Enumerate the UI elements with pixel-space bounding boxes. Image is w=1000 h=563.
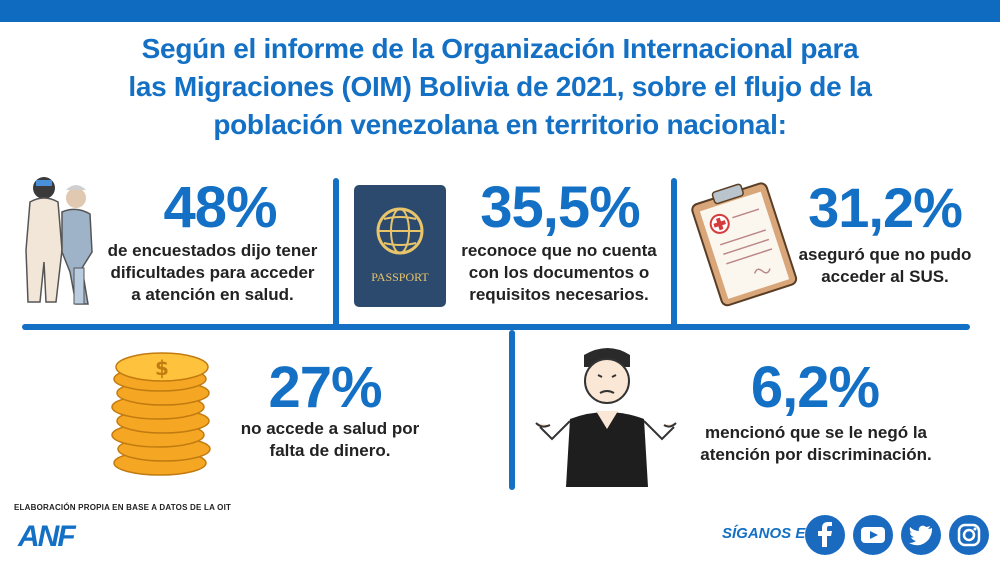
- stat-value: 48%: [163, 175, 277, 240]
- stat-description-line: mencionó que se le negó la: [705, 423, 927, 442]
- top-bar: [0, 0, 1000, 22]
- stat-description-line: atención por discriminación.: [700, 445, 932, 464]
- stat-description-line: dificultades para acceder: [110, 263, 315, 282]
- title-line: las Migraciones (OIM) Bolivia de 2021, s…: [128, 71, 872, 102]
- stat-description-line: acceder al SUS.: [821, 267, 949, 286]
- stat-description-line: requisitos necesarios.: [469, 285, 649, 304]
- youtube-icon[interactable]: [853, 515, 893, 555]
- stat-description: reconoce que no cuenta con los documento…: [450, 240, 668, 306]
- page-title: Según el informe de la Organización Inte…: [60, 30, 940, 144]
- stat-description-line: a atención en salud.: [131, 285, 294, 304]
- stat-description: mencionó que se le negó la atención por …: [686, 422, 946, 466]
- passport-label: PASSPORT: [371, 270, 429, 284]
- stat-description-line: no accede a salud por: [240, 419, 420, 438]
- facebook-icon[interactable]: [805, 515, 845, 555]
- medical-clipboard-icon: [685, 180, 800, 308]
- stat-description: no accede a salud por falta de dinero.: [230, 418, 430, 462]
- stat-value: 27%: [268, 355, 382, 420]
- divider-horizontal: [22, 324, 970, 330]
- title-line: población venezolana en territorio nacio…: [213, 109, 787, 140]
- title-line: Según el informe de la Organización Inte…: [141, 33, 859, 64]
- passport-icon: PASSPORT: [354, 185, 446, 307]
- healthcare-assistance-icon: [18, 172, 100, 312]
- stat-value: 31,2%: [808, 176, 963, 239]
- stat-description-line: aseguró que no pudo: [798, 245, 972, 264]
- stat-value: 35,5%: [480, 175, 640, 240]
- stat-description-line: falta de dinero.: [269, 441, 391, 460]
- twitter-icon[interactable]: [901, 515, 941, 555]
- coins-icon: $: [108, 345, 218, 480]
- stat-description: aseguró que no pudo acceder al SUS.: [790, 244, 980, 288]
- stat-description-line: de encuestados dijo tener: [107, 241, 318, 260]
- divider-vertical: [671, 178, 677, 328]
- follow-label: SÍGANOS EN:: [722, 525, 822, 542]
- divider-vertical: [509, 330, 515, 490]
- shrugging-person-icon: [530, 345, 680, 487]
- stat-description: de encuestados dijo tener dificultades p…: [95, 240, 330, 306]
- anf-logo: ANF: [18, 520, 76, 553]
- instagram-icon[interactable]: [949, 515, 989, 555]
- stat-description-line: con los documentos o: [468, 263, 650, 282]
- svg-text:$: $: [155, 356, 169, 380]
- stat-value: 6,2%: [750, 355, 880, 420]
- source-note: ELABORACIÓN PROPIA EN BASE A DATOS DE LA…: [14, 503, 232, 512]
- stat-description-line: reconoce que no cuenta: [461, 241, 657, 260]
- divider-vertical: [333, 178, 339, 328]
